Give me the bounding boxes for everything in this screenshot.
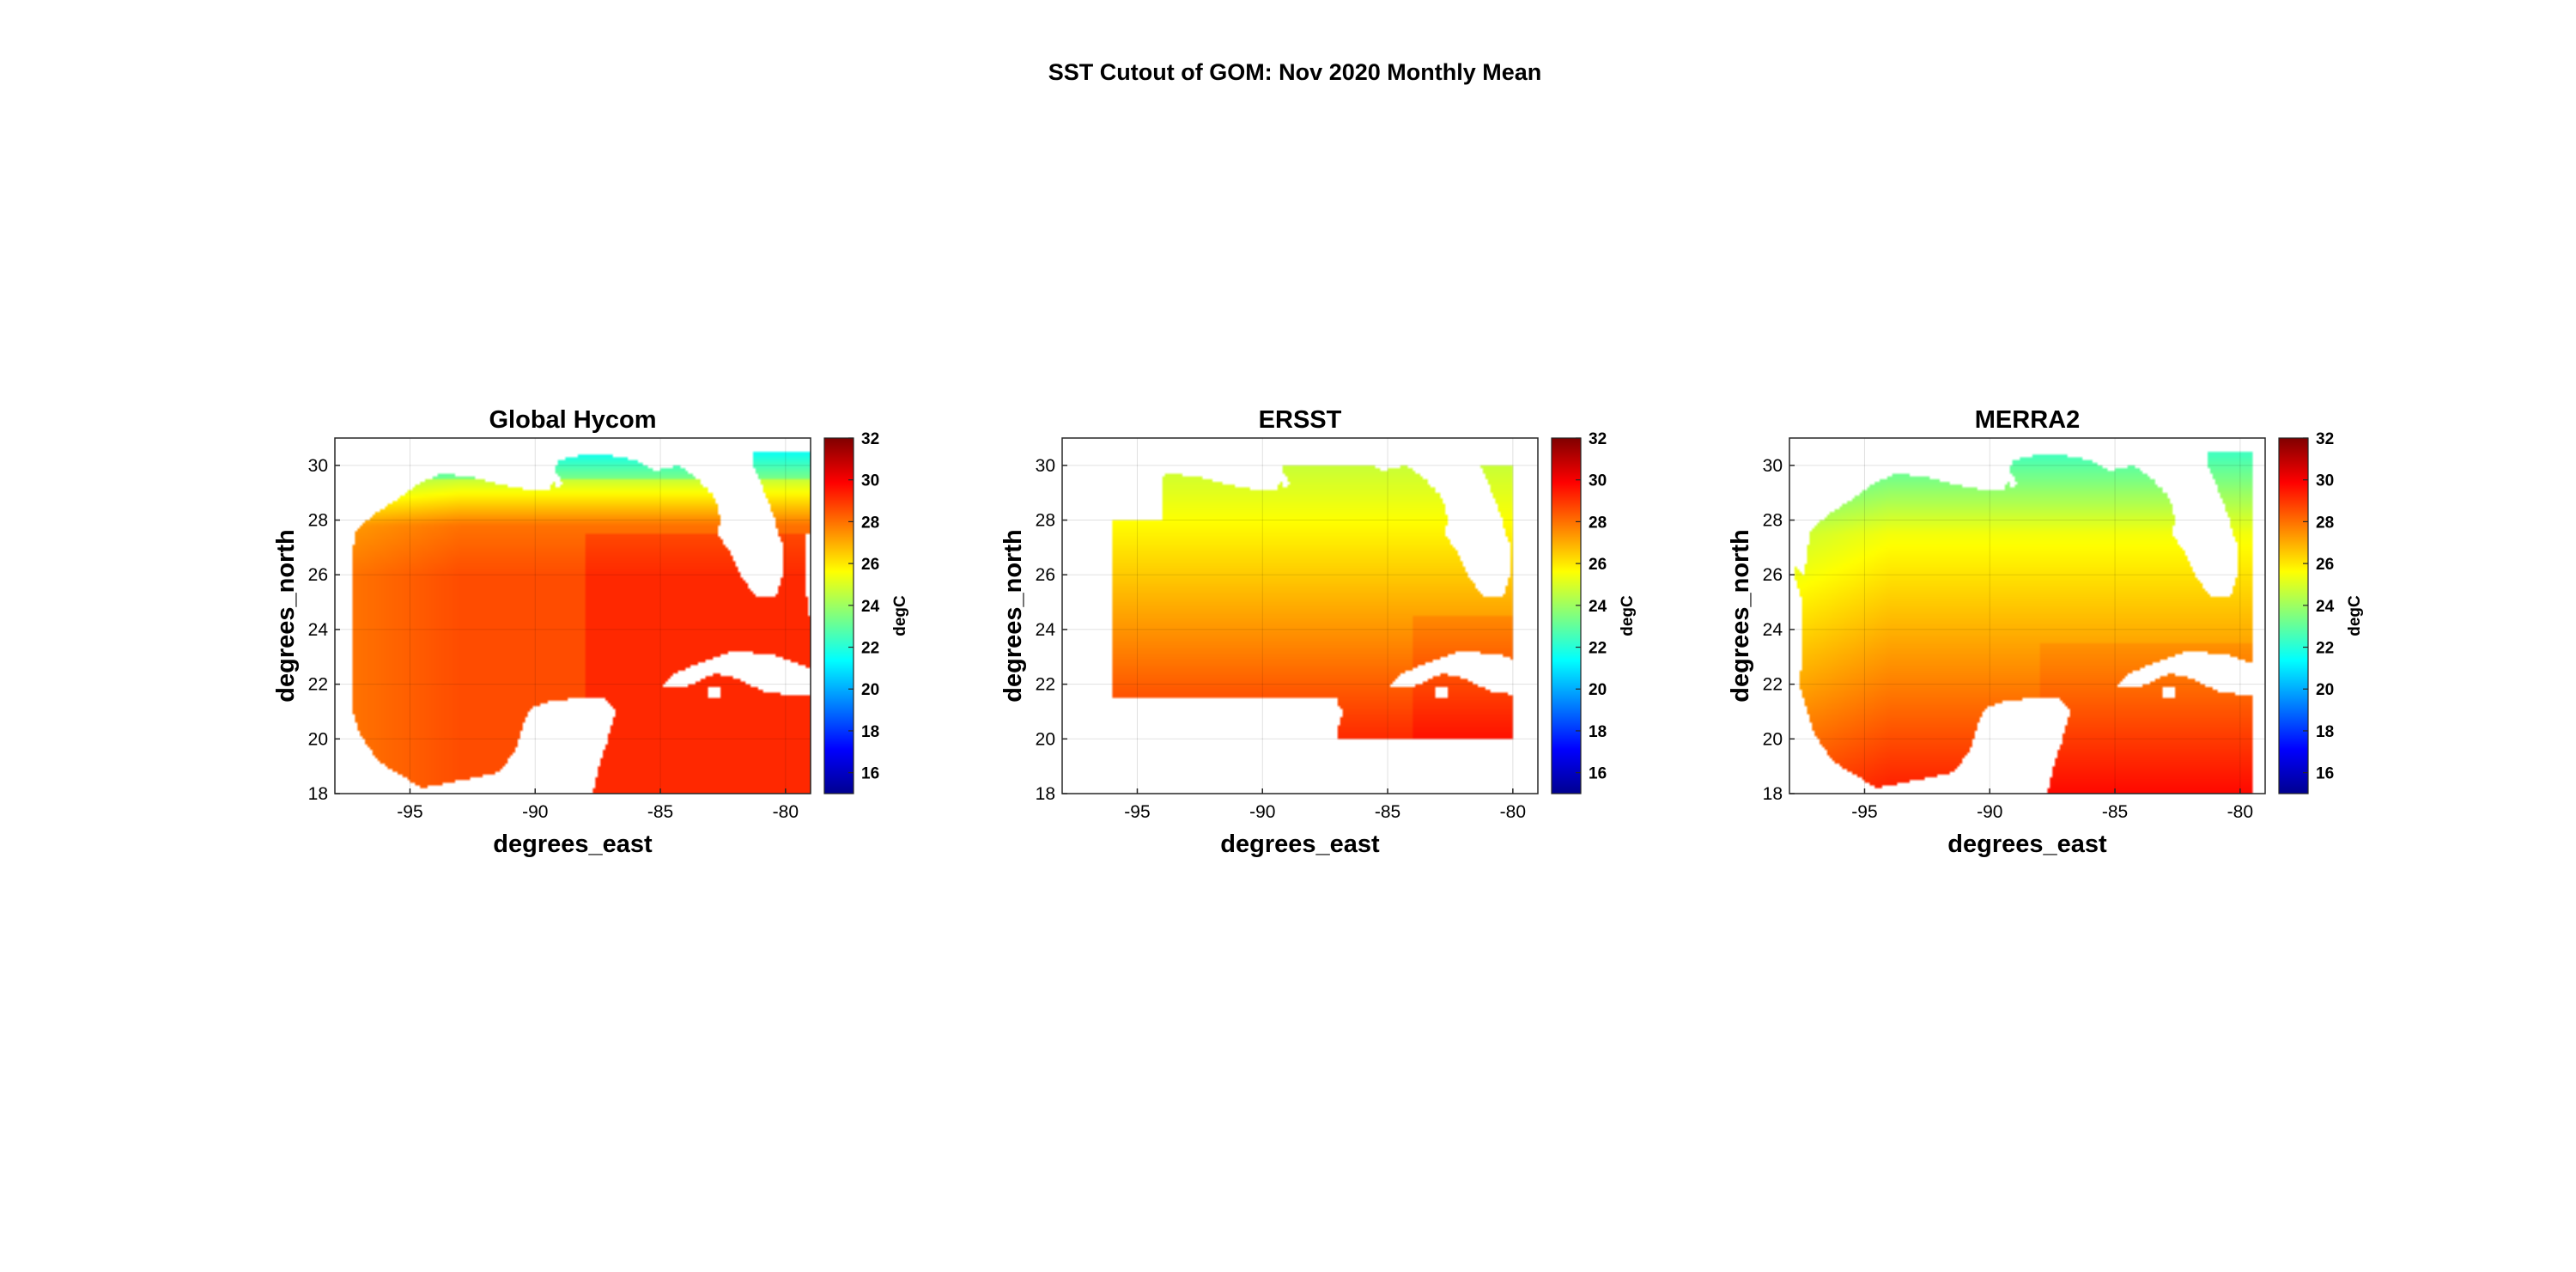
y-tick-label: 30 [308,456,328,476]
colorbar-tick-label: 28 [861,514,879,532]
x-tick-label: -85 [1375,802,1400,822]
colorbar-tick-label: 32 [861,430,879,448]
x-tick-label: -85 [647,802,673,822]
figure-title: SST Cutout of GOM: Nov 2020 Monthly Mean [1048,59,1542,85]
colorbar-tick-label: 24 [2316,598,2335,616]
y-tick-label: 26 [1763,565,1783,585]
y-tick-label: 24 [308,620,329,640]
colorbar-tick-label: 18 [861,723,879,741]
colorbar-tick-label: 24 [1589,598,1607,616]
colorbar-tick-label: 22 [861,640,879,658]
colorbar-tick-label: 26 [861,556,879,574]
y-tick-label: 22 [1763,675,1783,695]
y-tick-label: 26 [308,565,328,585]
sst-heatmap [335,438,811,794]
x-tick-label: -80 [1500,802,1526,822]
y-tick-label: 28 [308,511,328,531]
y-tick-label: 18 [308,784,328,804]
y-axis-label: degrees_north [1727,529,1754,702]
colorbar [2278,437,2309,794]
y-axis-label: degrees_north [272,529,300,702]
panel-1: ERSST -95 -90 -85 -80 18 20 22 24 26 28 30 degrees_e… [999,406,1637,858]
colorbar-tick-label: 32 [2316,430,2334,448]
colorbar-tick-label: 24 [861,598,880,616]
panel-title: ERSST [1259,406,1342,434]
colorbar-tick-label: 30 [1589,472,1607,490]
colorbar-tick-label: 22 [1589,640,1607,658]
axes-frame [1061,437,1539,794]
colorbar-tick-label: 30 [861,472,879,490]
x-tick-label: -90 [522,802,548,822]
y-tick-label: 18 [1763,784,1783,804]
y-tick-label: 20 [1763,729,1783,749]
colorbar-tick-label: 28 [2316,514,2334,532]
colorbar-label: degC [1619,595,1637,636]
sst-heatmap [1789,438,2265,794]
y-tick-label: 20 [308,729,328,749]
colorbar-label: degC [891,595,909,636]
panel-title: MERRA2 [1975,406,2080,434]
panel-title: Global Hycom [489,406,657,434]
x-tick-label: -80 [773,802,799,822]
colorbar-tick-label: 20 [1589,681,1607,699]
axes-frame [1789,437,2266,794]
x-axis-label: degrees_east [493,831,653,858]
colorbar-tick-label: 16 [2316,765,2334,783]
y-tick-label: 20 [1036,729,1055,749]
colorbar-tick-label: 16 [1589,765,1607,783]
y-tick-label: 30 [1036,456,1055,476]
colorbar-tick-label: 28 [1589,514,1607,532]
y-axis-label: degrees_north [999,529,1027,702]
colorbar-tick-label: 30 [2316,472,2334,490]
axes-frame [334,437,811,794]
colorbar-tick-label: 16 [861,765,879,783]
y-tick-label: 22 [1036,675,1055,695]
colorbar-tick-label: 22 [2316,640,2334,658]
colorbar-tick-label: 18 [1589,723,1607,741]
colorbar-tick-label: 32 [1589,430,1607,448]
y-tick-label: 26 [1036,565,1055,585]
colorbar-tick-label: 26 [1589,556,1607,574]
x-tick-label: -95 [1124,802,1150,822]
y-tick-label: 28 [1036,511,1055,531]
colorbar-tick-label: 18 [2316,723,2334,741]
y-tick-label: 18 [1036,784,1055,804]
x-tick-label: -85 [2102,802,2128,822]
x-tick-label: -95 [397,802,422,822]
x-tick-label: -90 [1977,802,2002,822]
x-axis-label: degrees_east [1220,831,1380,858]
y-tick-label: 30 [1763,456,1783,476]
colorbar-tick-label: 20 [2316,681,2334,699]
x-tick-label: -95 [1851,802,1877,822]
y-tick-label: 24 [1036,620,1056,640]
colorbar-tick-label: 20 [861,681,879,699]
y-tick-label: 28 [1763,511,1783,531]
x-axis-label: degrees_east [1947,831,2107,858]
panel-2: MERRA2 -95 -90 -85 -80 18 20 22 24 26 28 30 degrees_… [1727,406,2364,858]
y-tick-label: 24 [1763,620,1783,640]
panel-0: Global Hycom -95 -90 -85 -80 18 20 22 24 26 28 30 de… [272,406,909,858]
sst-heatmap [1062,438,1538,794]
x-tick-label: -90 [1249,802,1275,822]
colorbar [1551,437,1582,794]
y-tick-label: 22 [308,675,328,695]
colorbar-label: degC [2346,595,2364,636]
colorbar [823,437,854,794]
colorbar-tick-label: 26 [2316,556,2334,574]
x-tick-label: -80 [2227,802,2253,822]
